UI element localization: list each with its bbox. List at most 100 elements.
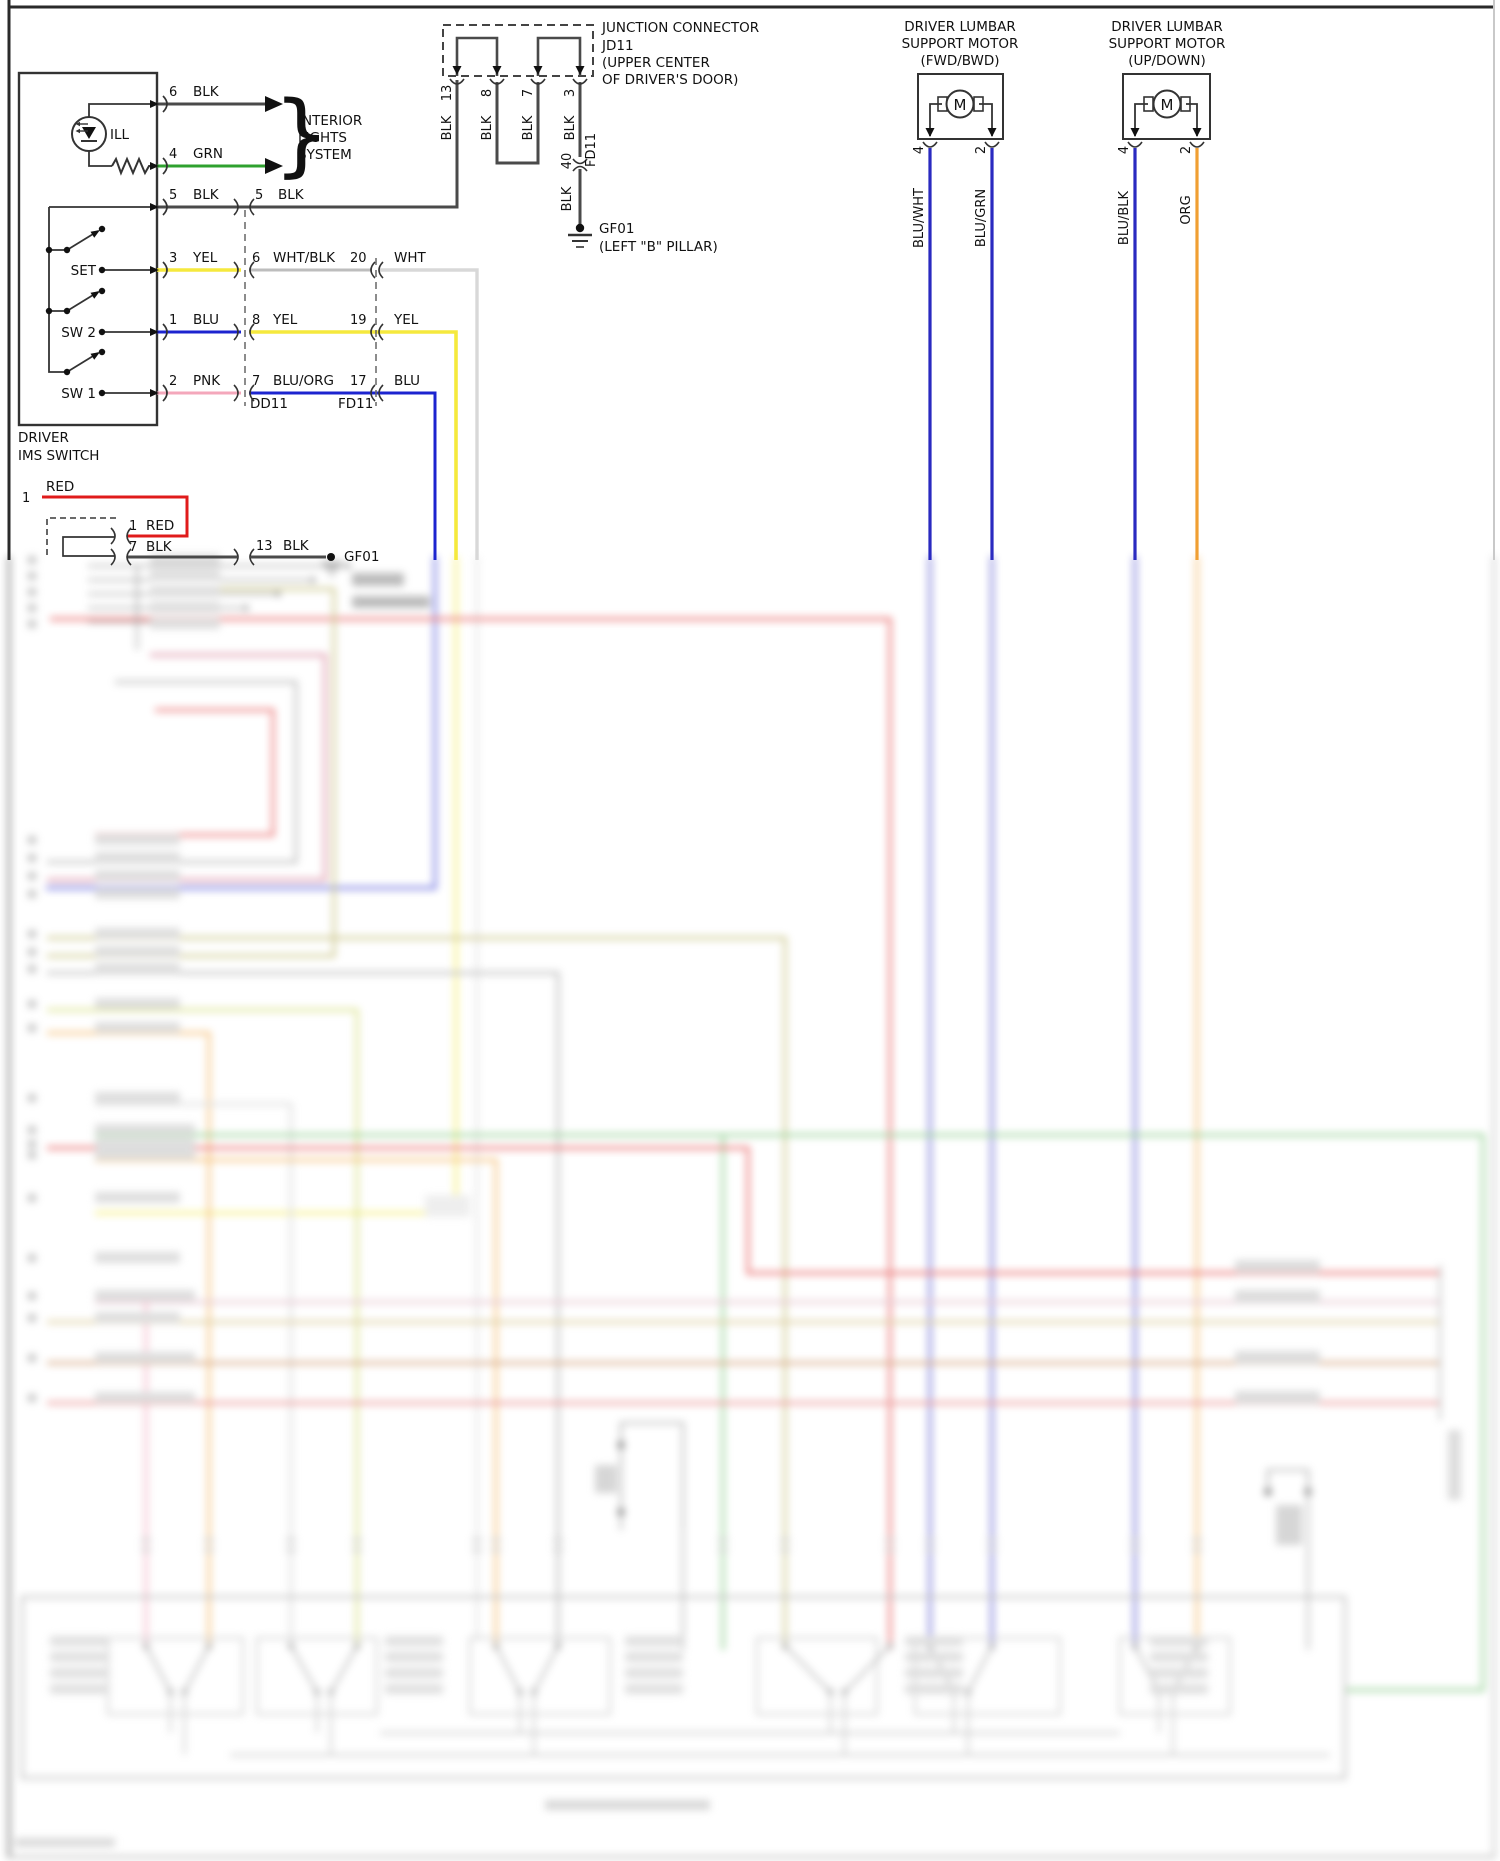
blurred-pin-tick xyxy=(28,1094,36,1102)
blurred-label xyxy=(385,1668,443,1678)
ill-label: ILL xyxy=(110,127,130,143)
blurred-label xyxy=(95,852,180,863)
arrow-icon xyxy=(150,389,159,397)
illumination-led-icon xyxy=(71,116,107,152)
switch-lever xyxy=(784,1645,832,1693)
ground-name: GF01 xyxy=(599,221,634,237)
blurred-label xyxy=(95,1392,195,1403)
blurred-label xyxy=(150,602,220,613)
connector-icon xyxy=(922,141,938,148)
svg-text:BLK: BLK xyxy=(563,115,578,140)
connector-icon xyxy=(249,384,255,402)
svg-text:3: 3 xyxy=(563,89,578,97)
wire-color: RED xyxy=(46,479,74,495)
wire-color: BLK xyxy=(283,538,310,554)
blurred-connector-tick xyxy=(491,1538,501,1542)
brace-icon: } xyxy=(273,82,330,187)
connector-icon xyxy=(572,165,588,172)
arrow-icon xyxy=(575,66,585,75)
junction-dot xyxy=(98,328,106,336)
door-junction-circuit xyxy=(42,495,335,561)
connector-icon xyxy=(233,198,239,216)
connector-icon xyxy=(126,527,132,545)
blurred-connector-tick xyxy=(141,1538,151,1542)
arrow-icon xyxy=(90,230,100,238)
lumbar-motor-fwd-bwd xyxy=(917,73,1004,560)
connector-icon xyxy=(1127,141,1143,148)
blurred-label xyxy=(95,1312,180,1323)
connector-icon xyxy=(378,261,384,279)
arrow-icon xyxy=(150,162,159,170)
connector-icon xyxy=(489,78,505,85)
motor2-symbol: M xyxy=(1161,96,1174,114)
blurred-label xyxy=(95,834,180,845)
junction-dot xyxy=(98,389,106,397)
pin-number: 1 xyxy=(169,313,177,328)
blurred-label xyxy=(905,1652,963,1662)
svg-text:4: 4 xyxy=(912,146,927,154)
connector-icon xyxy=(233,548,239,566)
blurred-pin-tick xyxy=(28,930,36,938)
svg-text:BLK: BLK xyxy=(440,115,455,140)
blurred-label xyxy=(95,888,180,899)
blurred-pin-tick xyxy=(28,572,36,580)
pin-number: 8 xyxy=(252,313,260,328)
motor1-symbol: M xyxy=(954,96,967,114)
connector-icon xyxy=(370,261,376,279)
wire-color: WHT xyxy=(394,250,426,266)
connector-icon xyxy=(233,261,239,279)
blurred-pin-tick xyxy=(28,1314,36,1322)
ims-switch-box xyxy=(17,71,159,427)
svg-text:7: 7 xyxy=(521,89,536,97)
connector-icon xyxy=(162,323,168,341)
connector-icon xyxy=(984,141,1000,148)
interior-lights-line2: LIGHTS xyxy=(298,130,347,146)
connector-icon xyxy=(249,323,255,341)
blurred-label xyxy=(95,998,180,1009)
switch-lever xyxy=(289,1645,319,1693)
motor1-wire-labels: 4 2 BLU/WHT BLU/GRN xyxy=(912,146,989,248)
svg-text:4: 4 xyxy=(1117,146,1132,154)
switch-lever xyxy=(329,1645,359,1693)
blurred-pin-tick xyxy=(28,1151,36,1159)
svg-text:2: 2 xyxy=(1179,146,1194,154)
wire-color: BLK xyxy=(193,187,220,203)
connector-icon xyxy=(233,384,239,402)
blurred-connector-tick xyxy=(352,1538,362,1542)
connector-id: FD11 xyxy=(338,396,373,412)
blurred-label xyxy=(150,618,220,629)
junction-dot xyxy=(45,307,53,315)
sw1-switch-label: SW 1 xyxy=(61,386,96,402)
arrow-icon xyxy=(987,128,997,137)
wire-color: BLU/ORG xyxy=(273,373,334,389)
svg-text:BLK: BLK xyxy=(480,115,495,140)
blurred-pin-tick xyxy=(28,604,36,612)
connector-icon xyxy=(370,384,376,402)
blurred-label xyxy=(625,1684,683,1694)
junction-dot xyxy=(98,348,106,356)
blurred-label xyxy=(385,1652,443,1662)
blurred-label xyxy=(95,946,180,957)
junction-dot xyxy=(63,368,71,376)
pin-number: 2 xyxy=(169,374,177,389)
blurred-label xyxy=(95,870,180,881)
blurred-label xyxy=(95,1138,195,1149)
pin-number: 5 xyxy=(169,188,177,203)
svg-text:BLK: BLK xyxy=(521,115,536,140)
blurred-pin-tick xyxy=(28,890,36,898)
wire-color: GRN xyxy=(193,146,223,162)
blurred-pin-tick xyxy=(28,1024,36,1032)
arrow-icon xyxy=(150,328,159,336)
ground-icon xyxy=(568,223,592,248)
ims-title-line1: DRIVER xyxy=(18,430,69,446)
blurred-connector-tick xyxy=(780,1548,790,1552)
connector-icon xyxy=(110,548,116,566)
blurred-pin-tick xyxy=(28,1292,36,1300)
connector-decorations xyxy=(45,66,1205,566)
blurred-pin-tick xyxy=(28,1354,36,1362)
blurred-label xyxy=(385,1684,443,1694)
blurred-label xyxy=(95,1022,180,1033)
